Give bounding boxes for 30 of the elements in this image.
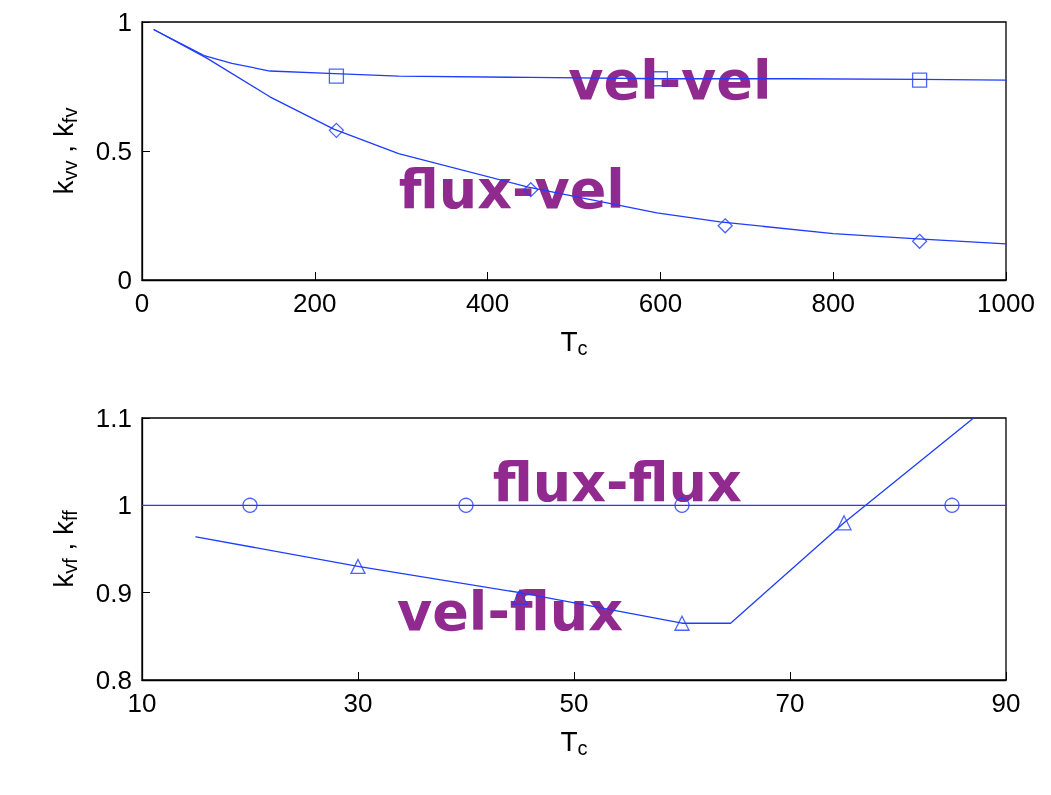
x-tick-label: 800 [811, 288, 855, 318]
point [328, 122, 345, 139]
point [350, 558, 366, 575]
x-tick-label: 400 [465, 288, 510, 318]
y-tick-label: 0.9 [95, 577, 132, 608]
y-tick-label: 1 [117, 490, 132, 521]
y-tick-label: 1 [117, 7, 132, 37]
point [836, 515, 852, 531]
x-tick-label: 30 [343, 688, 373, 718]
y-axis-title: kvf , kff [47, 509, 81, 588]
point [242, 497, 258, 513]
point [458, 497, 474, 513]
x-tick-label: 600 [638, 288, 683, 318]
point [328, 68, 345, 84]
x-tick-label: 50 [559, 688, 589, 718]
point [944, 497, 960, 513]
x-tick-label: 90 [991, 688, 1021, 718]
x-tick-label: 200 [293, 288, 337, 318]
y-tick-label: 0.5 [95, 136, 132, 166]
point [674, 615, 690, 631]
annotation: flux-flux [492, 451, 742, 515]
y-tick-label: 0 [117, 265, 132, 295]
annotation: vel-flux [397, 580, 624, 644]
y-axis-title: kvv , kfv [47, 107, 81, 195]
x-tick-label: 70 [775, 688, 805, 718]
point [911, 233, 928, 249]
point [717, 218, 733, 234]
x-tick-label: 1000 [977, 288, 1035, 318]
point [911, 72, 928, 88]
y-tick-label: 1.1 [95, 403, 132, 433]
